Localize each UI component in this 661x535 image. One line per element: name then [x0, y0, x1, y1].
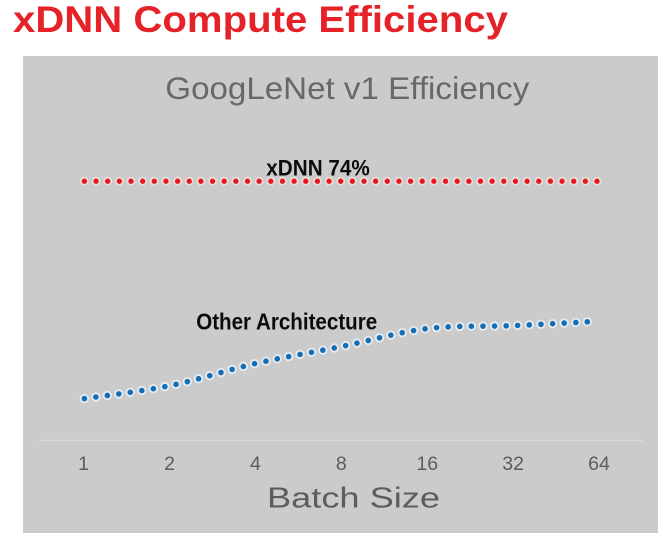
- svg-text:2: 2: [164, 453, 175, 475]
- svg-text:4: 4: [250, 453, 261, 475]
- svg-text:Other Architecture: Other Architecture: [196, 309, 377, 335]
- svg-text:xDNN Compute Efficiency: xDNN Compute Efficiency: [13, 0, 508, 40]
- svg-text:1: 1: [78, 453, 89, 475]
- svg-text:64: 64: [588, 453, 610, 475]
- svg-text:xDNN 74%: xDNN 74%: [266, 155, 370, 180]
- svg-text:Batch Size: Batch Size: [267, 483, 440, 515]
- svg-text:16: 16: [416, 453, 438, 475]
- svg-text:GoogLeNet v1 Efficiency: GoogLeNet v1 Efficiency: [165, 70, 529, 106]
- svg-text:32: 32: [502, 453, 524, 475]
- svg-text:8: 8: [336, 453, 347, 475]
